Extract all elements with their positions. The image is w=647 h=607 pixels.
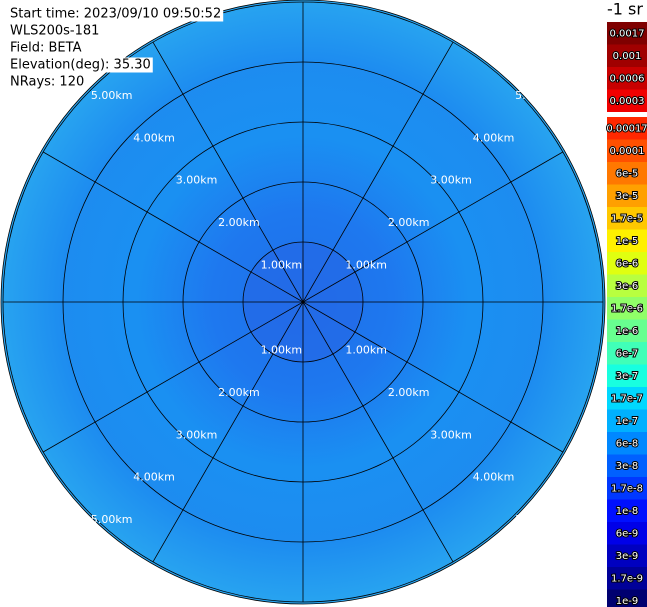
ring-label: 5.00km	[91, 513, 133, 526]
colorbar-label: 1e-9	[616, 596, 639, 607]
colorbar-cell	[607, 409, 647, 432]
polar-grid	[0, 0, 606, 605]
colorbar-cell	[607, 162, 647, 185]
colorbar-cell	[607, 319, 647, 342]
colorbar-label: 6e-8	[616, 438, 639, 449]
colorbar-cell	[607, 22, 647, 45]
colorbar-label: 0.00017	[606, 123, 647, 134]
outer-ring	[0, 0, 606, 605]
ring-label: 3.00km	[176, 174, 218, 187]
colorbar-title: -1 sr	[607, 0, 643, 19]
colorbar-label: 3e-8	[616, 461, 639, 472]
range-ring	[242, 241, 364, 363]
colorbar-label: 3e-6	[616, 281, 639, 292]
info-line: Field: BETA	[10, 41, 82, 56]
info-line: Start time: 2023/09/10 09:50:52	[10, 7, 221, 22]
colorbar-label: 3e-9	[616, 551, 639, 562]
colorbar-label: 0.001	[613, 51, 642, 62]
colorbar-label: 1e-7	[616, 416, 639, 427]
ring-label: 5.00km	[515, 89, 557, 102]
colorbar-label: 0.0001	[610, 146, 645, 157]
colorbar-cell	[607, 89, 647, 112]
ring-label: 1.00km	[261, 343, 303, 356]
spoke	[42, 151, 564, 453]
colorbar-label: 1e-5	[616, 236, 639, 247]
info-bg	[8, 57, 153, 73]
ring-label: 4.00km	[473, 131, 515, 144]
colorbar-cell	[607, 432, 647, 455]
range-ring	[62, 61, 544, 543]
colorbar-cell	[607, 44, 647, 67]
ring-label: 1.00km	[345, 343, 387, 356]
range-ring	[122, 121, 484, 483]
colorbar-cell	[607, 139, 647, 162]
colorbar-label: 6e-5	[616, 168, 639, 179]
colorbar-label: 6e-9	[616, 528, 639, 539]
info-bg	[8, 40, 84, 56]
colorbar-label: 1.7e-9	[611, 573, 643, 584]
colorbar-cell	[607, 207, 647, 230]
colorbar-cell	[607, 544, 647, 567]
colorbar-label: 1.7e-8	[611, 483, 643, 494]
ring-label: 5.00km	[515, 513, 557, 526]
colorbar-cell	[607, 567, 647, 590]
colorbar-cell	[607, 229, 647, 252]
colorbar-label: 1e-6	[616, 326, 639, 337]
info-bg	[8, 6, 224, 22]
colorbar-cell	[607, 477, 647, 500]
colorbar-label: 0.0006	[610, 73, 645, 84]
colorbar-label: 6e-7	[616, 348, 639, 359]
colorbar-cell	[607, 184, 647, 207]
colorbar-cell	[607, 297, 647, 320]
colorbar-cell	[607, 67, 647, 90]
ring-label: 3.00km	[176, 428, 218, 441]
ring-label: 3.00km	[430, 174, 472, 187]
ring-label: 2.00km	[218, 216, 260, 229]
info-bg	[8, 23, 102, 39]
info-line: NRays: 120	[10, 75, 84, 90]
colorbar-label: 6e-6	[616, 258, 639, 269]
ring-label: 1.00km	[345, 259, 387, 272]
ring-labels: 1.00km 1.00km 1.00km 1.00km 2.00km 2.00km 2.00…	[91, 89, 557, 526]
colorbar-label: 3e-7	[616, 371, 639, 382]
colorbar-label: 1.7e-6	[611, 303, 643, 314]
colorbar-cell	[607, 252, 647, 275]
colorbar-cell	[607, 589, 647, 607]
colorbar: 0.0017 0.001 0.0006 0.0003 0.00017 0.0001 6e-5…	[605, 22, 647, 607]
colorbar-cell	[607, 342, 647, 365]
range-ring	[2, 1, 604, 603]
colorbar-label: 0.0003	[610, 96, 645, 107]
ring-label: 4.00km	[133, 471, 175, 484]
colorbar-cell	[607, 454, 647, 477]
ring-label: 2.00km	[218, 386, 260, 399]
ring-label: 4.00km	[133, 131, 175, 144]
info-box: Start time: 2023/09/10 09:50:52 WLS200s-1…	[8, 6, 224, 90]
ring-label: 3.00km	[430, 428, 472, 441]
colorbar-label: 1.7e-5	[611, 213, 643, 224]
colorbar-label: 1e-8	[616, 506, 639, 517]
ring-label: 4.00km	[473, 471, 515, 484]
range-ring	[182, 181, 424, 423]
ring-label: 2.00km	[388, 216, 430, 229]
info-bg	[8, 74, 87, 90]
ring-label: 1.00km	[261, 259, 303, 272]
info-line: Elevation(deg): 35.30	[10, 58, 151, 73]
colorbar-label: 3e-5	[616, 191, 639, 202]
colorbar-label: 0.0017	[610, 28, 645, 39]
colorbar-cell	[607, 274, 647, 297]
colorbar-label: 1.7e-7	[611, 393, 643, 404]
colorbar-cell	[607, 522, 647, 545]
ring-label: 5.00km	[91, 89, 133, 102]
ring-label: 2.00km	[388, 386, 430, 399]
colorbar-cell	[607, 499, 647, 522]
colorbar-cell	[607, 117, 647, 140]
info-line: WLS200s-181	[10, 24, 99, 39]
colorbar-cell	[607, 364, 647, 387]
colorbar-cell	[607, 387, 647, 410]
